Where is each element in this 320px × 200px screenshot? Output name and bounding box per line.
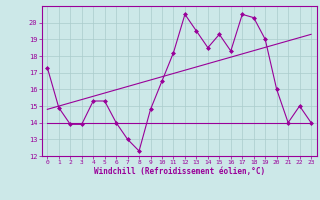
- X-axis label: Windchill (Refroidissement éolien,°C): Windchill (Refroidissement éolien,°C): [94, 167, 265, 176]
